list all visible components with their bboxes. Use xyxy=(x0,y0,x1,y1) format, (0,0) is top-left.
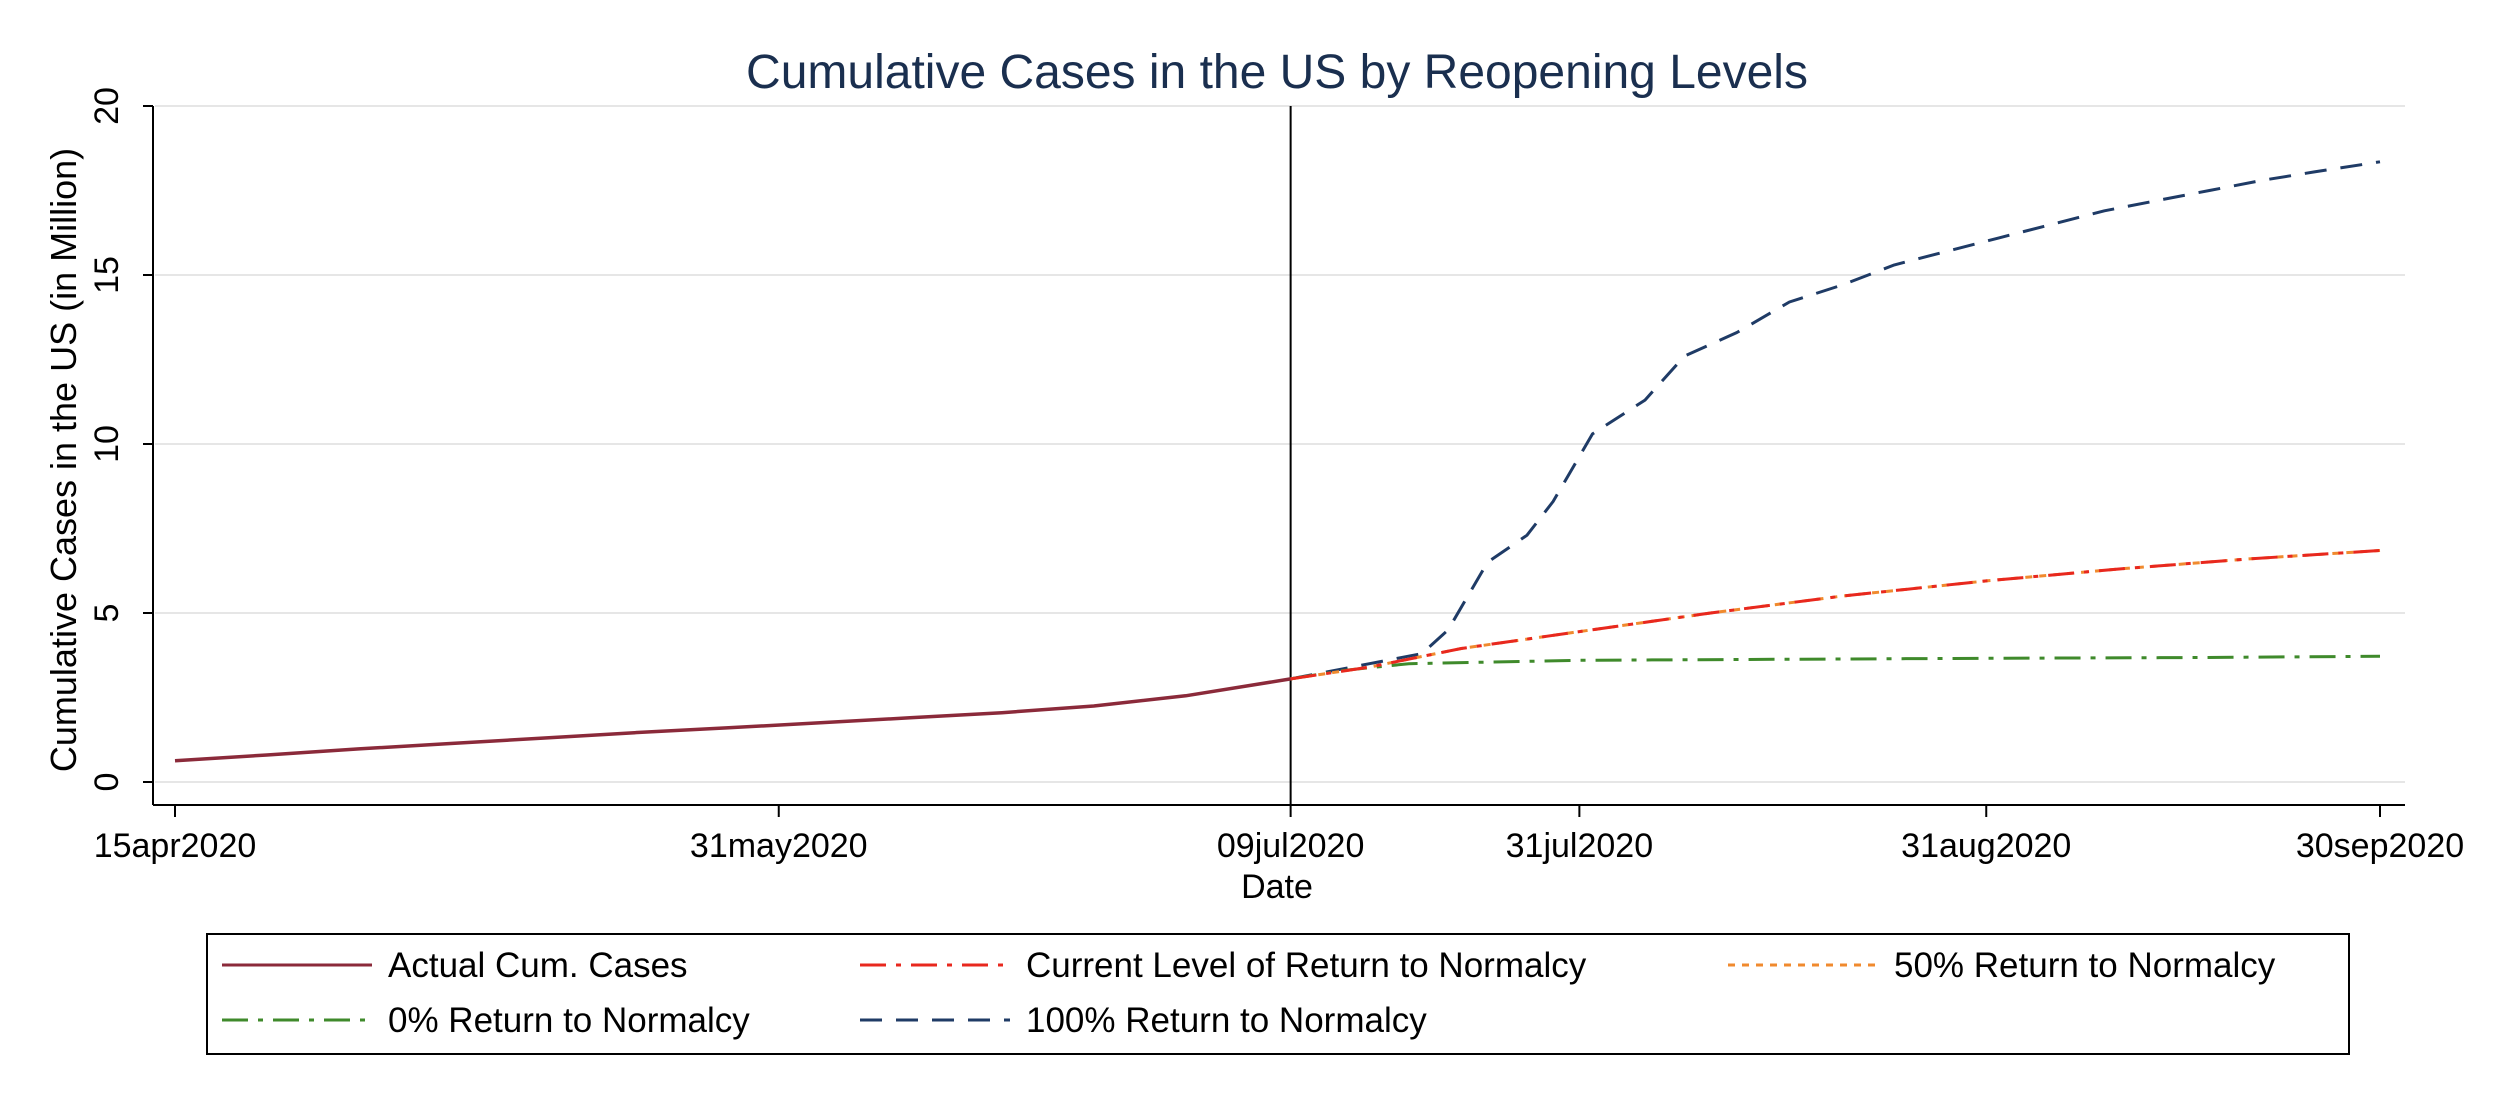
legend-label-3: 0% Return to Normalcy xyxy=(388,1001,750,1040)
legend-label-4: 100% Return to Normalcy xyxy=(1026,1001,1427,1040)
chart-title: Cumulative Cases in the US by Reopening … xyxy=(746,46,1808,99)
legend-label-0: Actual Cum. Cases xyxy=(388,946,688,985)
x-tick-label: 31aug2020 xyxy=(1901,827,2071,865)
axes: 0 5 10 15 20 15apr2020 31may2020 09jul2020 31jul… xyxy=(88,87,2464,865)
x-tick-label: 09jul2020 xyxy=(1217,827,1364,865)
y-axis-title: Cumulative Cases in the US (in Million) xyxy=(43,148,84,772)
y-tick-label: 10 xyxy=(88,425,126,463)
series-line-0 xyxy=(174,677,1291,763)
x-tick-label: 15apr2020 xyxy=(94,827,257,865)
y-tick-label: 15 xyxy=(88,256,126,294)
x-tick-label: 31jul2020 xyxy=(1506,827,1653,865)
grid-lines xyxy=(155,105,2405,783)
y-tick-label: 5 xyxy=(88,604,126,623)
x-axis-title: Date xyxy=(1241,868,1313,906)
x-tick-label: 30sep2020 xyxy=(2296,827,2464,865)
legend-label-2: 50% Return to Normalcy xyxy=(1894,946,2276,985)
y-tick-label: 20 xyxy=(88,87,126,125)
legend-box xyxy=(206,933,2350,1055)
x-tick-label: 31may2020 xyxy=(690,827,868,865)
series-line-4 xyxy=(1290,160,2381,681)
y-tick-label: 0 xyxy=(88,773,126,792)
legend: Actual Cum. Cases Current Level of Return… xyxy=(206,933,2350,1055)
series-line-1 xyxy=(1290,549,2381,681)
series-lines xyxy=(174,160,2381,763)
legend-label-1: Current Level of Return to Normalcy xyxy=(1026,946,1587,985)
